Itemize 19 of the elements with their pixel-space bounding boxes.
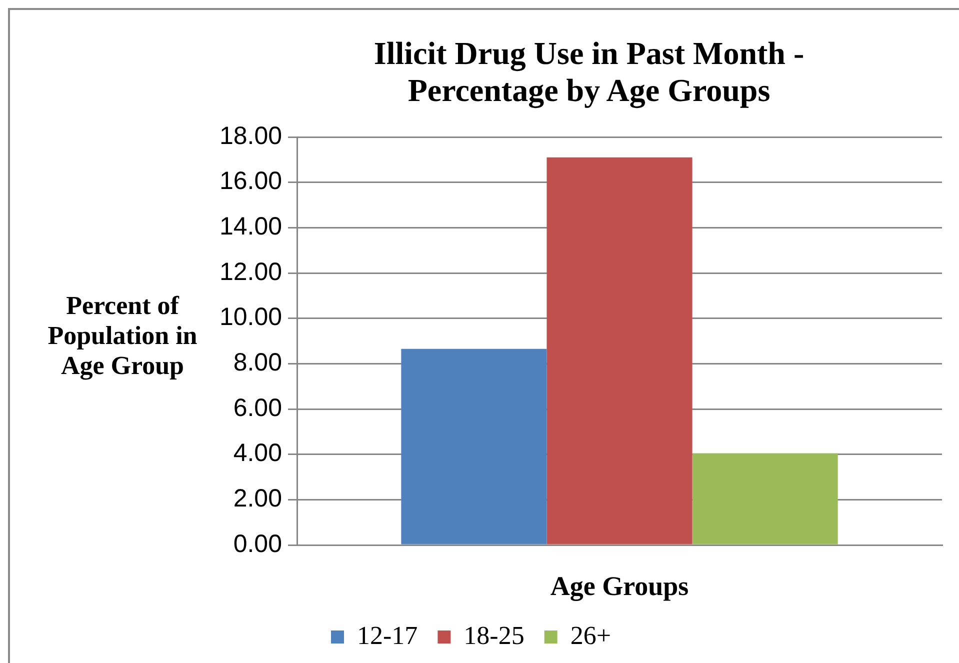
legend-label: 18-25: [464, 620, 524, 650]
y-tick-label: 10.00: [219, 303, 282, 332]
y-tick-label: 12.00: [219, 258, 282, 286]
x-axis-title: Age Groups: [550, 570, 689, 601]
y-tick-label: 2.00: [233, 484, 282, 513]
bar: [546, 157, 692, 544]
y-tick-label: 16.00: [219, 167, 282, 196]
bar: [692, 453, 838, 544]
legend-label: 12-17: [357, 620, 418, 650]
y-tick-label: 4.00: [233, 439, 282, 468]
y-tick-label: 6.00: [233, 394, 282, 422]
y-tick-label: 18.00: [219, 122, 282, 150]
y-tick-label: 0.00: [233, 530, 282, 558]
legend-label: 26+: [570, 620, 611, 650]
bar: [401, 348, 547, 544]
y-axis-title: Percent of Population in Age Group: [46, 291, 198, 381]
chart-title: Illicit Drug Use in Past Month - Percentage by Age Groups: [372, 35, 806, 109]
y-tick-label: 14.00: [219, 212, 282, 241]
y-tick-label: 8.00: [233, 348, 282, 377]
